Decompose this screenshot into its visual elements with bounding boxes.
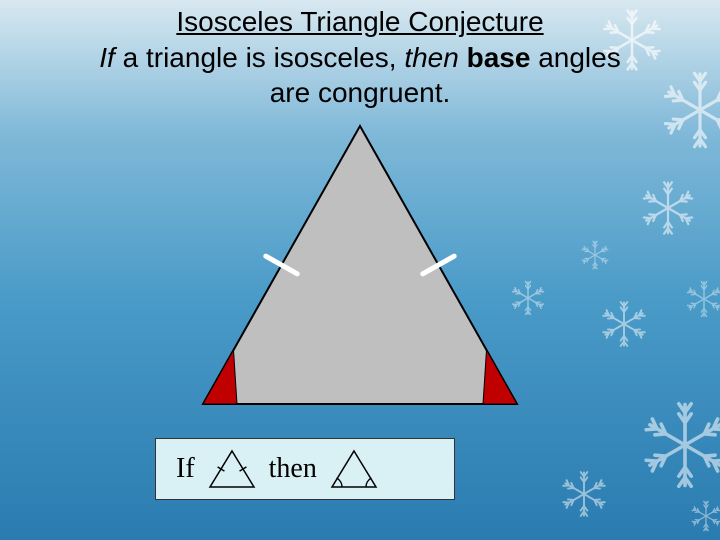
then-label: then — [269, 453, 317, 485]
isosceles-triangle-diagram — [195, 122, 525, 417]
page-title: Isosceles Triangle Conjecture — [0, 6, 720, 38]
conjecture-text: If a triangle is isosceles, then base an… — [0, 40, 720, 110]
isosceles-icon — [207, 448, 257, 490]
then-word: then — [404, 42, 459, 73]
if-label: If — [176, 453, 195, 485]
base-word: base — [459, 42, 538, 73]
text-part-3: are congruent. — [270, 77, 451, 108]
text-part-2: angles — [538, 42, 621, 73]
if-word: If — [99, 42, 115, 73]
header: Isosceles Triangle Conjecture If a trian… — [0, 0, 720, 110]
congruent-angles-icon — [329, 448, 379, 490]
triangle-svg — [195, 122, 525, 412]
text-part-1: a triangle is isosceles, — [115, 42, 404, 73]
if-then-bar: If then — [155, 438, 455, 500]
